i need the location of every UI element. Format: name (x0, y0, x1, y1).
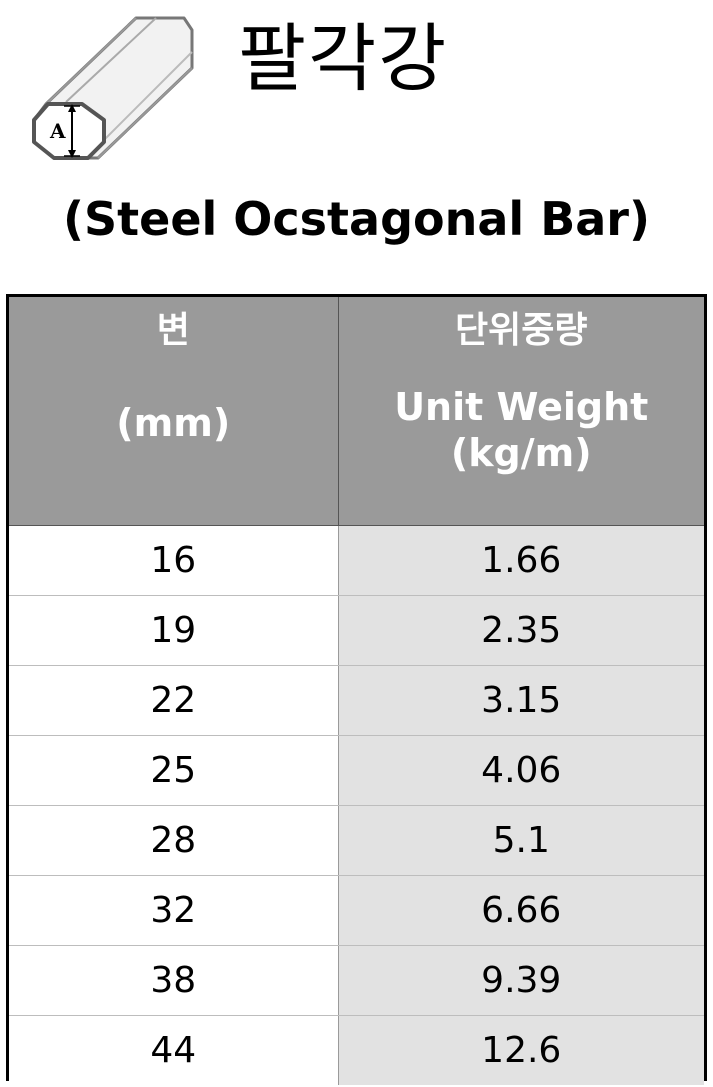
weight-header-unit: (kg/m) (450, 430, 592, 475)
size-cell: 38 (9, 945, 339, 1016)
weight-cell: 3.15 (338, 665, 704, 736)
weight-header-english: Unit Weight (394, 385, 649, 429)
size-header-korean: 변 (156, 310, 190, 351)
size-cell: 32 (9, 875, 339, 946)
size-cell: 22 (9, 665, 339, 736)
weight-cell: 5.1 (338, 805, 704, 876)
size-cell: 44 (9, 1015, 339, 1085)
weight-cell: 6.66 (338, 875, 704, 946)
weight-header-korean: 단위중량 (455, 310, 588, 351)
table-row: 32 6.66 (9, 875, 704, 946)
dimension-label: A (49, 119, 66, 143)
size-cell: 25 (9, 735, 339, 806)
size-header-unit: (mm) (116, 401, 231, 445)
weight-cell: 9.39 (338, 945, 704, 1016)
table-header-row: 변 (mm) 단위중량 Unit Weight (kg/m) (9, 297, 704, 526)
weight-column-header: 단위중량 Unit Weight (kg/m) (338, 297, 704, 526)
table-row: 28 5.1 (9, 805, 704, 876)
weight-cell: 2.35 (338, 595, 704, 666)
page-title-korean: 팔각강 (238, 16, 449, 102)
weight-cell: 12.6 (338, 1015, 704, 1085)
size-column-header: 변 (mm) (9, 297, 339, 526)
weight-cell: 1.66 (338, 525, 704, 596)
table-row: 19 2.35 (9, 595, 704, 666)
size-cell: 19 (9, 595, 339, 666)
octagonal-bar-icon: A (32, 16, 194, 160)
size-cell: 16 (9, 525, 339, 596)
table-row: 38 9.39 (9, 945, 704, 1016)
weight-cell: 4.06 (338, 735, 704, 806)
table-row: 25 4.06 (9, 735, 704, 806)
size-cell: 28 (9, 805, 339, 876)
table-row: 16 1.66 (9, 525, 704, 596)
table-row: 22 3.15 (9, 665, 704, 736)
page-title-english: (Steel Ocstagonal Bar) (62, 192, 651, 246)
weight-table: 변 (mm) 단위중량 Unit Weight (kg/m) 16 1.66 1… (6, 294, 707, 1085)
table-row: 44 12.6 (9, 1015, 704, 1085)
